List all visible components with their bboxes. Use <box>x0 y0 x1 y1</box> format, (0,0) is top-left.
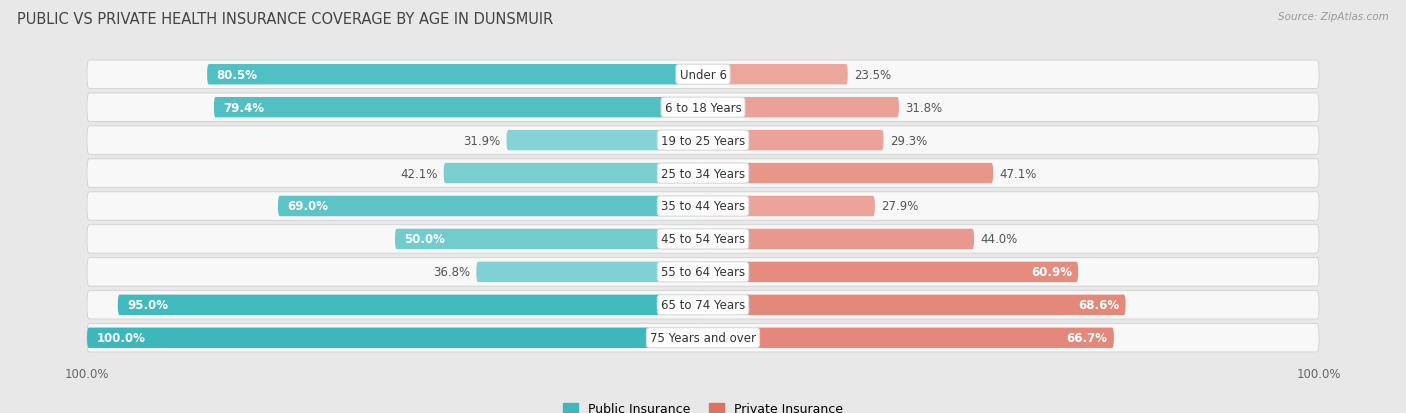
FancyBboxPatch shape <box>87 94 1319 122</box>
Text: 36.8%: 36.8% <box>433 266 470 279</box>
Text: 60.9%: 60.9% <box>1031 266 1071 279</box>
FancyBboxPatch shape <box>703 295 1126 315</box>
FancyBboxPatch shape <box>703 65 848 85</box>
FancyBboxPatch shape <box>87 258 1319 286</box>
Text: 65 to 74 Years: 65 to 74 Years <box>661 299 745 311</box>
FancyBboxPatch shape <box>278 196 703 217</box>
FancyBboxPatch shape <box>703 164 993 184</box>
FancyBboxPatch shape <box>87 328 703 348</box>
FancyBboxPatch shape <box>703 229 974 249</box>
FancyBboxPatch shape <box>703 98 898 118</box>
Text: 79.4%: 79.4% <box>224 102 264 114</box>
Text: 44.0%: 44.0% <box>980 233 1018 246</box>
Text: 66.7%: 66.7% <box>1067 332 1108 344</box>
Text: Under 6: Under 6 <box>679 69 727 81</box>
FancyBboxPatch shape <box>87 192 1319 221</box>
Text: 31.9%: 31.9% <box>463 134 501 147</box>
Text: 42.1%: 42.1% <box>401 167 437 180</box>
FancyBboxPatch shape <box>87 159 1319 188</box>
FancyBboxPatch shape <box>207 65 703 85</box>
Text: 6 to 18 Years: 6 to 18 Years <box>665 102 741 114</box>
Text: 27.9%: 27.9% <box>882 200 918 213</box>
FancyBboxPatch shape <box>477 262 703 282</box>
Text: 69.0%: 69.0% <box>287 200 328 213</box>
Text: 75 Years and over: 75 Years and over <box>650 332 756 344</box>
FancyBboxPatch shape <box>214 98 703 118</box>
FancyBboxPatch shape <box>395 229 703 249</box>
FancyBboxPatch shape <box>87 291 1319 319</box>
FancyBboxPatch shape <box>87 324 1319 352</box>
FancyBboxPatch shape <box>87 225 1319 254</box>
Text: 25 to 34 Years: 25 to 34 Years <box>661 167 745 180</box>
FancyBboxPatch shape <box>87 127 1319 155</box>
Text: 100.0%: 100.0% <box>96 332 145 344</box>
Text: 47.1%: 47.1% <box>1000 167 1036 180</box>
FancyBboxPatch shape <box>703 262 1078 282</box>
Text: 95.0%: 95.0% <box>127 299 169 311</box>
Text: 19 to 25 Years: 19 to 25 Years <box>661 134 745 147</box>
FancyBboxPatch shape <box>506 131 703 151</box>
FancyBboxPatch shape <box>703 328 1114 348</box>
Text: 80.5%: 80.5% <box>217 69 257 81</box>
Text: PUBLIC VS PRIVATE HEALTH INSURANCE COVERAGE BY AGE IN DUNSMUIR: PUBLIC VS PRIVATE HEALTH INSURANCE COVER… <box>17 12 553 27</box>
Text: Source: ZipAtlas.com: Source: ZipAtlas.com <box>1278 12 1389 22</box>
FancyBboxPatch shape <box>87 61 1319 89</box>
FancyBboxPatch shape <box>703 196 875 217</box>
Text: 68.6%: 68.6% <box>1078 299 1119 311</box>
FancyBboxPatch shape <box>444 164 703 184</box>
Text: 31.8%: 31.8% <box>905 102 942 114</box>
FancyBboxPatch shape <box>118 295 703 315</box>
Text: 55 to 64 Years: 55 to 64 Years <box>661 266 745 279</box>
Text: 29.3%: 29.3% <box>890 134 927 147</box>
Text: 35 to 44 Years: 35 to 44 Years <box>661 200 745 213</box>
Legend: Public Insurance, Private Insurance: Public Insurance, Private Insurance <box>558 397 848 413</box>
Text: 50.0%: 50.0% <box>405 233 446 246</box>
Text: 45 to 54 Years: 45 to 54 Years <box>661 233 745 246</box>
Text: 23.5%: 23.5% <box>853 69 891 81</box>
FancyBboxPatch shape <box>703 131 883 151</box>
